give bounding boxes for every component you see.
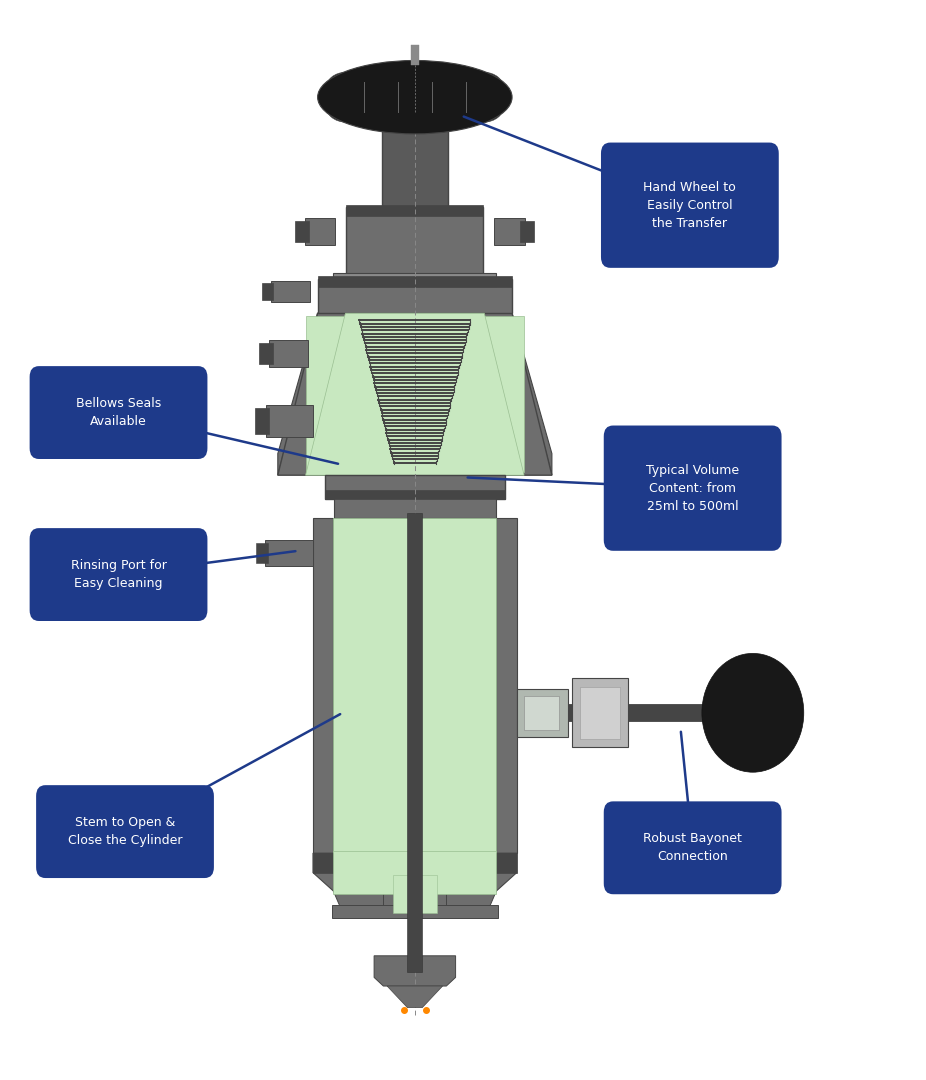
Polygon shape bbox=[295, 221, 309, 242]
Bar bbox=[383, 869, 446, 913]
Polygon shape bbox=[305, 218, 335, 245]
Ellipse shape bbox=[419, 72, 457, 105]
Bar bbox=[265, 540, 313, 566]
FancyBboxPatch shape bbox=[604, 426, 782, 551]
Bar bbox=[496, 518, 517, 853]
Polygon shape bbox=[278, 313, 552, 475]
FancyBboxPatch shape bbox=[604, 801, 782, 894]
Bar bbox=[382, 112, 448, 216]
Bar bbox=[318, 279, 512, 313]
Ellipse shape bbox=[372, 90, 411, 122]
Ellipse shape bbox=[326, 90, 365, 122]
Bar bbox=[393, 875, 437, 913]
Bar bbox=[325, 475, 506, 499]
Polygon shape bbox=[306, 313, 524, 475]
Bar bbox=[325, 490, 506, 499]
Text: Stem to Open &
Close the Cylinder: Stem to Open & Close the Cylinder bbox=[68, 816, 182, 847]
Circle shape bbox=[702, 653, 804, 772]
Polygon shape bbox=[259, 343, 273, 364]
Text: Rinsing Port for
Easy Cleaning: Rinsing Port for Easy Cleaning bbox=[70, 559, 167, 590]
Bar bbox=[411, 45, 419, 65]
Bar bbox=[256, 543, 268, 563]
Text: Typical Volume
Content: from
25ml to 500ml: Typical Volume Content: from 25ml to 500… bbox=[646, 463, 739, 513]
Polygon shape bbox=[271, 281, 310, 302]
Bar bbox=[333, 851, 496, 894]
Bar bbox=[333, 273, 496, 286]
Polygon shape bbox=[512, 313, 552, 475]
Polygon shape bbox=[306, 316, 524, 472]
Polygon shape bbox=[269, 340, 308, 367]
Bar bbox=[517, 704, 748, 721]
Bar bbox=[318, 276, 512, 287]
Polygon shape bbox=[266, 405, 313, 437]
Ellipse shape bbox=[465, 72, 504, 105]
Text: Robust Bayonet
Connection: Robust Bayonet Connection bbox=[644, 833, 742, 863]
Bar bbox=[333, 518, 496, 853]
Polygon shape bbox=[374, 956, 456, 986]
Polygon shape bbox=[262, 283, 273, 300]
FancyBboxPatch shape bbox=[36, 785, 214, 878]
Ellipse shape bbox=[372, 72, 411, 105]
Polygon shape bbox=[278, 313, 318, 475]
FancyBboxPatch shape bbox=[601, 143, 779, 268]
Bar bbox=[313, 853, 517, 873]
FancyBboxPatch shape bbox=[30, 366, 207, 459]
Ellipse shape bbox=[318, 60, 512, 134]
Text: Bellows Seals
Available: Bellows Seals Available bbox=[76, 397, 161, 428]
Bar bbox=[407, 513, 422, 972]
Ellipse shape bbox=[419, 90, 457, 122]
Polygon shape bbox=[255, 408, 269, 434]
Polygon shape bbox=[494, 218, 525, 245]
Polygon shape bbox=[333, 891, 496, 913]
Bar bbox=[524, 696, 559, 730]
Text: Hand Wheel to
Easily Control
the Transfer: Hand Wheel to Easily Control the Transfe… bbox=[644, 180, 736, 230]
FancyBboxPatch shape bbox=[30, 528, 207, 621]
Polygon shape bbox=[387, 986, 443, 1008]
Polygon shape bbox=[520, 221, 534, 242]
Bar bbox=[346, 205, 483, 216]
Ellipse shape bbox=[465, 90, 504, 122]
Bar bbox=[334, 495, 496, 518]
Bar bbox=[517, 689, 568, 737]
Ellipse shape bbox=[326, 72, 365, 105]
Bar bbox=[332, 905, 498, 918]
Bar bbox=[572, 678, 628, 747]
Bar bbox=[313, 518, 333, 853]
Bar bbox=[580, 687, 620, 739]
Bar bbox=[346, 207, 483, 281]
Polygon shape bbox=[313, 853, 517, 891]
